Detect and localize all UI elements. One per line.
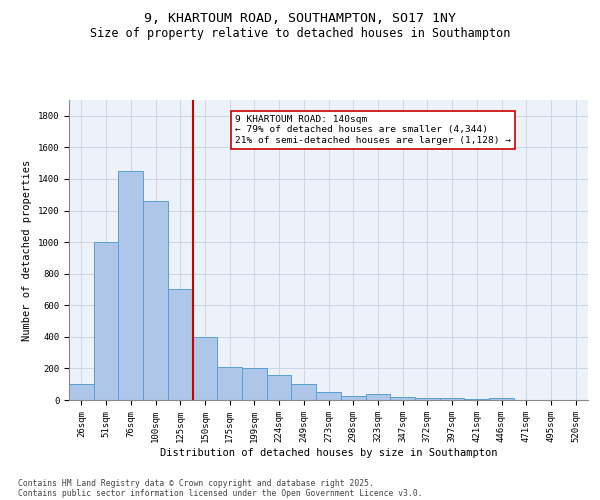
X-axis label: Distribution of detached houses by size in Southampton: Distribution of detached houses by size …	[160, 448, 497, 458]
Bar	[193, 337, 217, 400]
Bar	[242, 368, 267, 400]
Bar	[390, 397, 415, 400]
Bar	[168, 290, 193, 400]
Bar	[292, 384, 316, 400]
Text: Contains HM Land Registry data © Crown copyright and database right 2025.: Contains HM Land Registry data © Crown c…	[18, 478, 374, 488]
Bar	[143, 201, 168, 400]
Bar	[69, 384, 94, 400]
Bar	[118, 171, 143, 400]
Bar	[217, 367, 242, 400]
Bar	[440, 398, 464, 400]
Y-axis label: Number of detached properties: Number of detached properties	[22, 160, 32, 340]
Text: 9, KHARTOUM ROAD, SOUTHAMPTON, SO17 1NY: 9, KHARTOUM ROAD, SOUTHAMPTON, SO17 1NY	[144, 12, 456, 26]
Bar	[365, 394, 390, 400]
Bar	[341, 396, 365, 400]
Bar	[94, 242, 118, 400]
Bar	[464, 399, 489, 400]
Text: Contains public sector information licensed under the Open Government Licence v3: Contains public sector information licen…	[18, 488, 422, 498]
Text: Size of property relative to detached houses in Southampton: Size of property relative to detached ho…	[90, 28, 510, 40]
Bar	[267, 374, 292, 400]
Bar	[489, 398, 514, 400]
Bar	[316, 392, 341, 400]
Text: 9 KHARTOUM ROAD: 140sqm
← 79% of detached houses are smaller (4,344)
21% of semi: 9 KHARTOUM ROAD: 140sqm ← 79% of detache…	[235, 115, 511, 145]
Bar	[415, 398, 440, 400]
